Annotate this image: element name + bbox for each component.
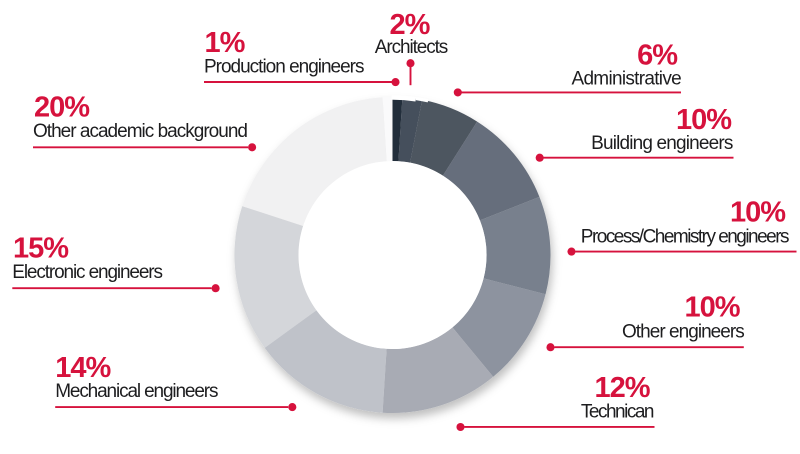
svg-text:10%: 10%	[730, 197, 786, 229]
svg-text:Other academic background: Other academic background	[33, 121, 247, 142]
svg-text:Technican: Technican	[581, 402, 654, 423]
svg-text:20%: 20%	[34, 91, 90, 123]
svg-text:6%: 6%	[637, 39, 678, 71]
svg-text:15%: 15%	[13, 233, 69, 265]
svg-text:10%: 10%	[684, 292, 740, 324]
svg-text:Building engineers: Building engineers	[591, 133, 733, 154]
svg-text:12%: 12%	[594, 372, 650, 404]
svg-text:Electronic engineers: Electronic engineers	[12, 262, 162, 283]
svg-text:2%: 2%	[390, 9, 431, 41]
svg-text:Process/Chemistry engineers: Process/Chemistry engineers	[581, 227, 789, 248]
svg-text:Other engineers: Other engineers	[622, 321, 744, 342]
svg-text:Administrative: Administrative	[571, 68, 681, 89]
svg-text:1%: 1%	[205, 27, 246, 59]
svg-text:10%: 10%	[676, 104, 732, 136]
svg-text:14%: 14%	[55, 352, 111, 384]
svg-text:Mechanical engineers: Mechanical engineers	[55, 381, 218, 402]
svg-text:Production engineers: Production engineers	[204, 56, 364, 77]
svg-text:Architects: Architects	[375, 37, 448, 58]
